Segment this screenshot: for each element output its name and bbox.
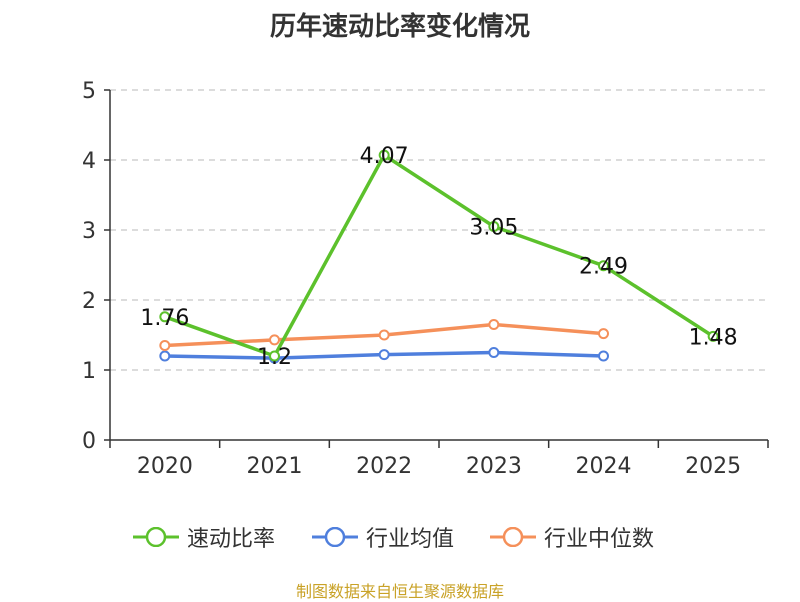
series-lines bbox=[159, 149, 719, 364]
legend-item-quick-ratio[interactable]: 速动比率 bbox=[133, 522, 275, 552]
x-tick-label: 2024 bbox=[576, 454, 632, 479]
data-label: 3.05 bbox=[469, 216, 518, 241]
data-point[interactable] bbox=[488, 221, 500, 232]
data-point[interactable] bbox=[159, 350, 171, 362]
x-tick-label: 2023 bbox=[466, 454, 522, 479]
legend-label: 行业中位数 bbox=[544, 527, 655, 552]
legend-item-industry-mean[interactable]: 行业均值 bbox=[312, 522, 454, 552]
series-line bbox=[164, 153, 715, 358]
legend-label: 行业均值 bbox=[366, 527, 455, 552]
data-labels: 1.76 1.2 4.07 3.05 2.49 1.48 bbox=[140, 144, 737, 370]
data-label: 1.76 bbox=[140, 306, 189, 331]
axes: 0 1 2 3 4 5 2020 2021 2022 2023 2024 2025 bbox=[82, 79, 769, 479]
legend-marker-quick-ratio-icon bbox=[133, 527, 179, 547]
legend: 速动比率 行业均值 行业中位数 bbox=[0, 522, 800, 552]
source-note: 制图数据来自恒生聚源数据库 bbox=[295, 582, 504, 601]
data-point[interactable] bbox=[159, 340, 171, 351]
y-tick-label: 2 bbox=[82, 289, 96, 314]
data-point[interactable] bbox=[488, 319, 500, 330]
legend-marker-industry-mean-icon bbox=[312, 527, 358, 547]
legend-marker-industry-median-icon bbox=[490, 527, 536, 547]
data-point[interactable] bbox=[378, 349, 390, 361]
data-point[interactable] bbox=[598, 260, 609, 272]
x-tick-label: 2021 bbox=[247, 454, 303, 479]
x-tick-label: 2025 bbox=[685, 454, 741, 479]
data-point[interactable] bbox=[378, 149, 390, 161]
data-label: 1.48 bbox=[689, 325, 738, 350]
y-tick-label: 3 bbox=[82, 219, 96, 244]
data-point[interactable] bbox=[707, 330, 719, 342]
y-tick-label: 1 bbox=[82, 359, 96, 384]
data-point[interactable] bbox=[488, 347, 500, 358]
data-point[interactable] bbox=[598, 328, 609, 340]
data-point[interactable] bbox=[378, 329, 390, 341]
chart-title: 历年速动比率变化情况 bbox=[269, 12, 530, 42]
data-label: 1.2 bbox=[257, 345, 292, 370]
legend-label: 速动比率 bbox=[187, 527, 276, 552]
data-point[interactable] bbox=[159, 311, 171, 323]
data-point[interactable] bbox=[269, 350, 280, 362]
data-label: 4.07 bbox=[360, 144, 409, 169]
y-tick-label: 5 bbox=[82, 79, 96, 104]
legend-item-industry-median[interactable]: 行业中位数 bbox=[490, 522, 654, 552]
data-label: 2.49 bbox=[579, 255, 628, 280]
x-tick-label: 2022 bbox=[356, 454, 412, 479]
data-point[interactable] bbox=[269, 334, 280, 346]
x-tick-label: 2020 bbox=[137, 454, 193, 479]
y-tick-label: 4 bbox=[82, 149, 96, 174]
y-tick-label: 0 bbox=[82, 429, 96, 454]
data-point[interactable] bbox=[598, 350, 609, 362]
